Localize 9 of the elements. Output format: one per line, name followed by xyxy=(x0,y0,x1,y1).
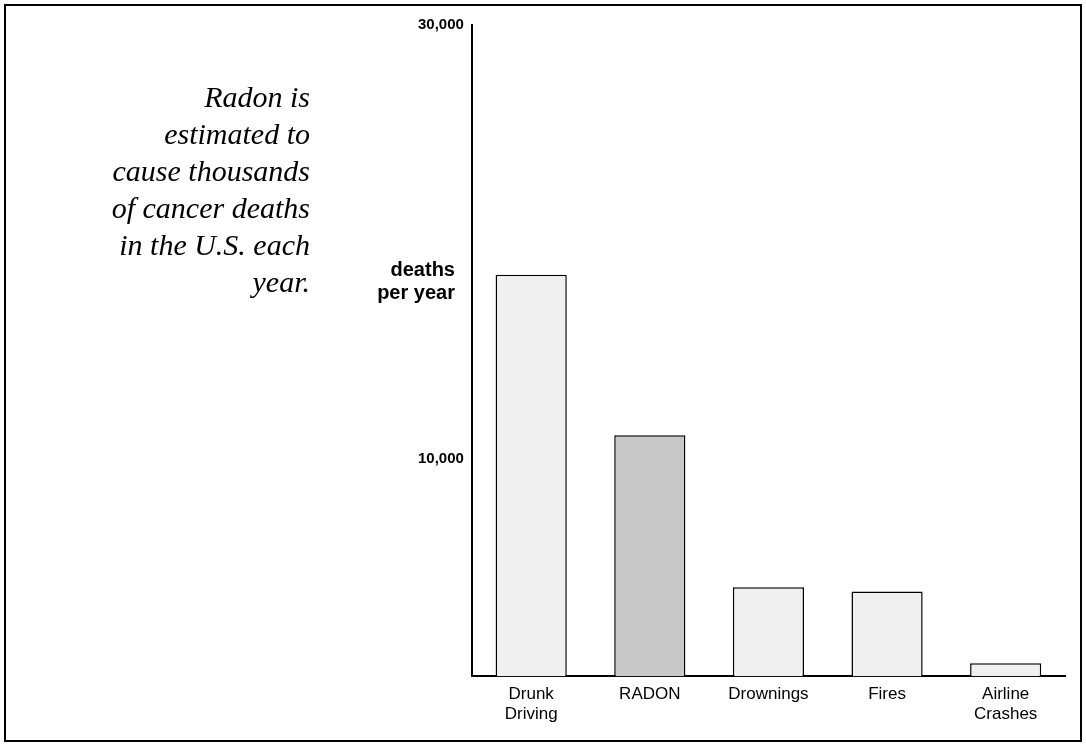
text: Radon is estimated to cause thousands of cancer deaths in the U.S. each year. xyxy=(110,79,310,300)
y-tick-label: 30,000 xyxy=(417,15,464,33)
x-tick-label: Airline Crashes xyxy=(974,684,1038,724)
y-tick-label: 10,000 xyxy=(417,449,464,467)
x-tick-label: Drunk Driving xyxy=(504,684,558,724)
y-axis-title: deaths per year xyxy=(376,258,455,304)
x-tick-label: Fires xyxy=(868,684,906,704)
x-tick-label: Drownings xyxy=(728,684,809,704)
x-tick-label: RADON xyxy=(619,684,681,704)
